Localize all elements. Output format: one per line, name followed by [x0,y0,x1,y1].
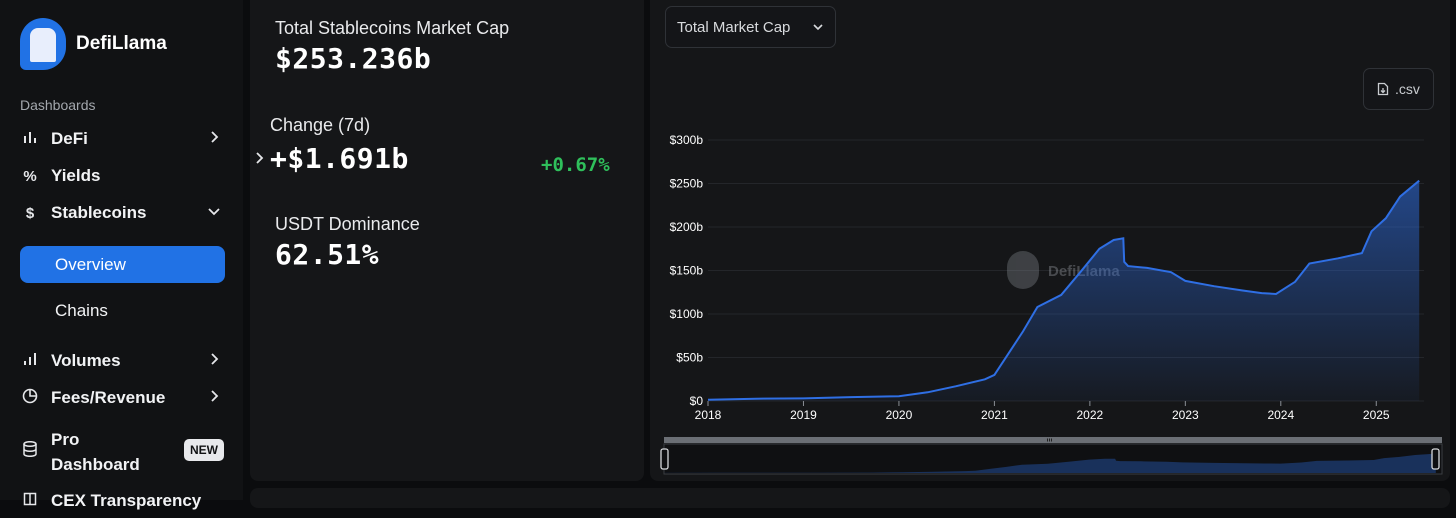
x-tick-label: 2023 [1172,408,1199,422]
y-tick-label: $300b [670,133,704,147]
brush-mini-area [665,453,1436,473]
x-tick-label: 2020 [886,408,913,422]
chevron-down-icon [208,208,220,216]
x-axis: 2018 2019 2020 2021 2022 2023 2024 2025 [695,401,1390,422]
percent-icon: % [23,167,37,185]
y-tick-label: $200b [670,220,704,234]
watermark-logo-icon [1007,251,1039,289]
volume-bars-icon [20,352,40,370]
stats-panel: Total Stablecoins Market Cap $253.236b C… [250,0,644,481]
dollar-icon: $ [25,204,35,222]
lower-panel [250,488,1450,508]
chevron-right-icon [211,131,219,143]
book-icon [20,492,40,510]
y-tick-label: $100b [670,307,704,321]
chevron-right-icon [211,353,219,365]
dominance-label: USDT Dominance [275,214,420,234]
pie-chart-icon [20,388,40,408]
brush-track[interactable] [664,437,1442,443]
brush-grip-icon[interactable] [1047,438,1052,442]
bar-chart-icon [20,130,40,148]
csv-label: .csv [1395,81,1420,97]
market-cap-chart[interactable]: $0 $50b $100b $150b $200b $250b $300b 2018 2019… [650,120,1440,425]
sidebar-item-yields[interactable]: % Yields [20,159,228,193]
series-line [707,179,1420,401]
sidebar-subitem-chains[interactable]: Chains [20,292,225,329]
sidebar-item-label: Fees/Revenue [51,388,166,407]
download-csv-button[interactable]: .csv [1363,68,1434,110]
database-icon [20,440,40,461]
metric-select[interactable]: Total Market Cap [665,6,836,48]
market-cap-label: Total Stablecoins Market Cap [275,18,510,38]
sidebar-item-label: Volumes [51,351,121,370]
y-tick-label: $0 [690,394,704,408]
sidebar-item-stablecoins[interactable]: $ Stablecoins [20,196,228,230]
y-tick-label: $50b [676,351,703,365]
brush-handle-right[interactable] [1431,448,1440,470]
new-badge: NEW [184,439,224,461]
y-tick-label: $150b [670,264,704,278]
series-area [708,180,1420,401]
chevron-down-icon [813,24,823,31]
sidebar-item-label: Stablecoins [51,203,147,222]
sidebar-item-defi[interactable]: DeFi [20,122,228,156]
brand-logo[interactable]: DefiLlama [20,18,167,70]
x-tick-label: 2018 [695,408,722,422]
sidebar: DefiLlama Dashboards DeFi % Yields $ Sta… [0,0,243,510]
sidebar-subitem-overview[interactable]: Overview [20,246,225,283]
sidebar-subitem-label: Overview [55,254,126,274]
llama-logo-icon [20,18,66,70]
change-percent: +0.67% [541,154,610,176]
sidebar-item-label: DeFi [51,129,88,148]
change-label: Change (7d) [270,115,371,135]
sidebar-item-label-line1: Pro [51,430,80,449]
dominance-value: 62.51% [275,238,380,271]
sidebar-item-volumes[interactable]: Volumes [20,344,228,378]
sidebar-subitem-label: Chains [55,300,108,320]
file-download-icon [1377,82,1389,96]
sidebar-item-label: Yields [51,166,101,185]
change-value: +$1.691b [270,142,409,175]
expand-chevron-icon[interactable] [254,151,266,165]
x-tick-label: 2025 [1363,408,1390,422]
sidebar-item-pro-dashboard[interactable]: Pro Dashboard NEW [20,427,228,474]
metric-select-label: Total Market Cap [677,18,791,36]
sidebar-item-label-line2: Dashboard [51,455,140,474]
x-tick-label: 2021 [981,408,1008,422]
range-brush[interactable] [660,436,1446,476]
brush-window [663,443,1443,475]
brand-name: DefiLlama [76,33,167,54]
x-tick-label: 2024 [1267,408,1294,422]
x-tick-label: 2022 [1077,408,1104,422]
chevron-right-icon [211,390,219,402]
sidebar-item-fees-revenue[interactable]: Fees/Revenue [20,381,228,415]
y-axis: $0 $50b $100b $150b $200b $250b $300b [670,133,704,408]
brush-handle-left[interactable] [660,448,669,470]
y-tick-label: $250b [670,177,704,191]
sidebar-item-label: CEX Transparency [51,491,202,510]
sidebar-item-cex-transparency[interactable]: CEX Transparency [20,484,228,518]
x-tick-label: 2019 [790,408,817,422]
market-cap-value: $253.236b [275,42,432,75]
sidebar-section-label: Dashboards [20,97,96,113]
